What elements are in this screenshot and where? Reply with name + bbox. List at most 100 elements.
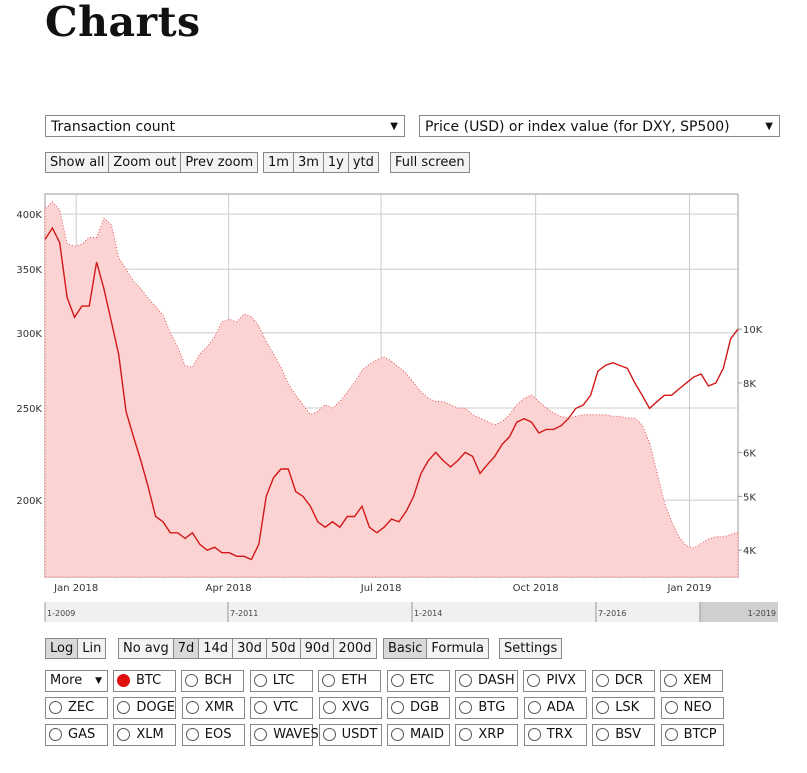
log-scale-button[interactable]: Log <box>45 638 79 659</box>
radio-icon[interactable] <box>390 674 404 687</box>
coin-option-waves[interactable]: WAVES <box>250 724 319 746</box>
formula-mode-button[interactable]: Formula <box>426 638 489 659</box>
radio-icon[interactable] <box>595 674 609 687</box>
radio-icon[interactable] <box>322 728 336 741</box>
coin-label: LTC <box>272 673 295 688</box>
coin-option-btg[interactable]: BTG <box>455 697 519 719</box>
radio-icon[interactable] <box>596 728 610 741</box>
coin-option-xmr[interactable]: XMR <box>181 697 245 719</box>
coin-label: TRX <box>546 727 573 742</box>
prev-zoom-button[interactable]: Prev zoom <box>180 152 259 173</box>
radio-icon[interactable] <box>49 728 62 741</box>
full-screen-button[interactable]: Full screen <box>390 152 470 173</box>
radio-icon[interactable] <box>391 701 404 714</box>
chart[interactable]: 200K 250K 300K 350K 400K 4K 5K 6K 8K 10K Jan 2018 A… <box>0 180 807 630</box>
coin-label: DOGE <box>136 700 175 715</box>
metric-select[interactable]: Transaction count ▼ <box>45 115 405 137</box>
settings-button[interactable]: Settings <box>499 638 563 659</box>
coin-option-vtc[interactable]: VTC <box>250 697 314 719</box>
coin-label: LSK <box>615 700 640 715</box>
radio-icon[interactable] <box>391 728 404 741</box>
radio-icon[interactable] <box>117 728 131 741</box>
radio-icon[interactable] <box>185 701 199 714</box>
coin-label: VTC <box>273 700 299 715</box>
coin-option-dash[interactable]: DASH <box>455 670 518 692</box>
show-all-button[interactable]: Show all <box>45 152 110 173</box>
coin-label: MAID <box>410 727 444 742</box>
coin-option-zec[interactable]: ZEC <box>45 697 108 719</box>
coin-option-eth[interactable]: ETH <box>318 670 382 692</box>
zoom-out-button[interactable]: Zoom out <box>108 152 182 173</box>
radio-icon[interactable] <box>459 728 473 741</box>
radio-icon[interactable] <box>664 728 678 741</box>
radio-icon[interactable] <box>527 701 541 714</box>
avg-14d-button[interactable]: 14d <box>198 638 234 659</box>
navigator-label: 1-2009 <box>47 609 75 618</box>
avg-90d-button[interactable]: 90d <box>299 638 335 659</box>
radio-icon[interactable] <box>185 728 199 741</box>
coin-option-bch[interactable]: BCH <box>181 670 245 692</box>
more-select[interactable]: More ▼ <box>45 670 108 692</box>
coin-option-neo[interactable]: NEO <box>660 697 724 719</box>
coin-option-pivx[interactable]: PIVX <box>523 670 587 692</box>
coin-option-lsk[interactable]: LSK <box>592 697 656 719</box>
coin-option-dgb[interactable]: DGB <box>387 697 450 719</box>
coin-option-doge[interactable]: DOGE <box>113 697 177 719</box>
coin-label: PIVX <box>546 673 576 688</box>
y-right-tick-label: 8K <box>743 379 756 390</box>
avg-30d-button[interactable]: 30d <box>232 638 267 659</box>
radio-icon[interactable] <box>254 728 268 741</box>
coin-option-trx[interactable]: TRX <box>523 724 587 746</box>
radio-icon[interactable] <box>253 674 267 687</box>
basic-mode-button[interactable]: Basic <box>383 638 428 659</box>
radio-icon[interactable] <box>527 674 541 687</box>
coin-label: BSV <box>615 727 642 742</box>
lin-scale-button[interactable]: Lin <box>77 638 107 659</box>
coin-label: NEO <box>683 700 712 715</box>
coin-option-ltc[interactable]: LTC <box>249 670 313 692</box>
radio-icon[interactable] <box>185 674 199 687</box>
avg-50d-button[interactable]: 50d <box>265 638 301 659</box>
radio-icon[interactable] <box>254 701 268 714</box>
x-tick-label: Jul 2018 <box>360 583 402 594</box>
range-1y-button[interactable]: 1y <box>322 152 349 173</box>
coin-option-dcr[interactable]: DCR <box>591 670 655 692</box>
coin-option-btcp[interactable]: BTCP <box>660 724 724 746</box>
radio-icon[interactable] <box>527 728 541 741</box>
coin-option-xlm[interactable]: XLM <box>113 724 177 746</box>
coin-option-maid[interactable]: MAID <box>387 724 450 746</box>
y-right-tick-label: 4K <box>743 546 756 557</box>
coin-option-xem[interactable]: XEM <box>660 670 724 692</box>
coin-option-eos[interactable]: EOS <box>181 724 245 746</box>
chevron-down-icon: ▼ <box>95 676 102 686</box>
no-avg-button[interactable]: No avg <box>118 638 174 659</box>
radio-icon[interactable] <box>49 701 62 714</box>
coin-label: XMR <box>204 700 234 715</box>
radio-icon[interactable] <box>664 674 678 687</box>
overlay-select[interactable]: Price (USD) or index value (for DXY, SP5… <box>419 115 780 137</box>
coin-option-usdt[interactable]: USDT <box>318 724 382 746</box>
coin-option-etc[interactable]: ETC <box>386 670 450 692</box>
avg-7d-button[interactable]: 7d <box>172 638 200 659</box>
radio-icon[interactable] <box>117 674 130 687</box>
fullscreen-controls: Full screen <box>390 152 470 173</box>
coin-option-btc[interactable]: BTC <box>113 670 176 692</box>
y-left-tick-label: 350K <box>16 265 42 276</box>
range-3m-button[interactable]: 3m <box>292 152 324 173</box>
radio-icon[interactable] <box>459 701 473 714</box>
coin-option-xvg[interactable]: XVG <box>318 697 382 719</box>
radio-icon[interactable] <box>459 674 472 687</box>
radio-icon[interactable] <box>322 674 336 687</box>
coin-option-gas[interactable]: GAS <box>45 724 108 746</box>
radio-icon[interactable] <box>664 701 678 714</box>
radio-icon[interactable] <box>322 701 336 714</box>
avg-200d-button[interactable]: 200d <box>333 638 377 659</box>
coin-option-xrp[interactable]: XRP <box>455 724 519 746</box>
range-1m-button[interactable]: 1m <box>263 152 294 173</box>
radio-icon[interactable] <box>117 701 131 714</box>
navigator[interactable]: 1-2009 7-2011 1-2014 7-2016 1-2019 <box>44 602 778 622</box>
coin-option-ada[interactable]: ADA <box>523 697 587 719</box>
radio-icon[interactable] <box>596 701 610 714</box>
range-ytd-button[interactable]: ytd <box>347 152 379 173</box>
coin-option-bsv[interactable]: BSV <box>592 724 656 746</box>
